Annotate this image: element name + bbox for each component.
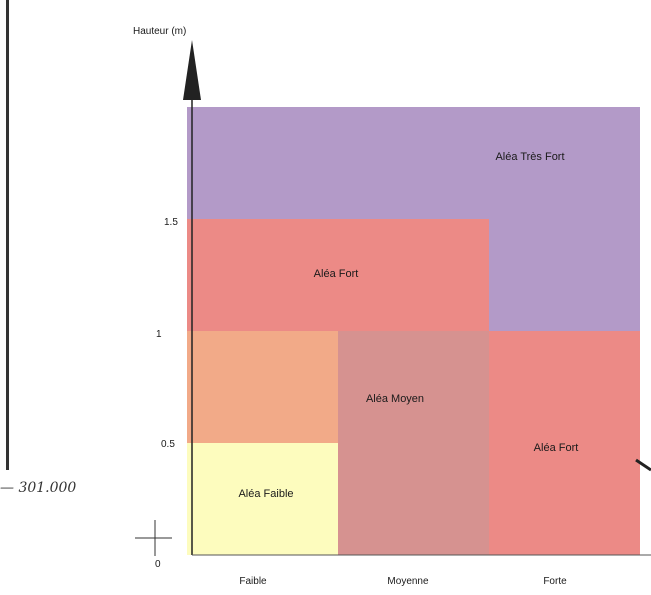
y-axis-arrow: [183, 40, 201, 100]
region-6: [187, 443, 338, 555]
y-tick-labels: 0 0.5 1 1.5: [155, 217, 178, 570]
side-annotation: — 301.000: [0, 480, 77, 496]
x-tick-0: Faible: [239, 576, 267, 587]
region-label-2: Aléa Fort: [314, 268, 359, 280]
region-1: [489, 219, 640, 331]
region-0: [187, 107, 640, 219]
y-tick-2: 1: [156, 329, 162, 340]
y-tick-3: 1.5: [164, 217, 178, 228]
region-label-5: Aléa Fort: [534, 442, 579, 454]
region-4: [338, 331, 489, 555]
y-axis-title: Hauteur (m): [133, 26, 186, 37]
region-3: [187, 331, 338, 443]
region-label-4: Aléa Moyen: [366, 393, 424, 405]
axes: [135, 40, 651, 556]
region-label-6: Aléa Faible: [238, 488, 293, 500]
x-tick-labels: Faible Moyenne Forte: [239, 576, 567, 587]
y-tick-0: 0: [155, 559, 161, 570]
edge-mark: [635, 458, 651, 472]
region-labels: Aléa Très Fort Aléa Fort Aléa Moyen Aléa Fo…: [238, 151, 578, 500]
region-5: [489, 331, 640, 555]
y-tick-1: 0.5: [161, 439, 175, 450]
region-label-0: Aléa Très Fort: [495, 151, 564, 163]
region-2: [187, 219, 489, 331]
hazard-regions: [187, 107, 640, 555]
x-tick-1: Moyenne: [387, 576, 429, 587]
left-border-line: [6, 0, 9, 470]
x-tick-2: Forte: [543, 576, 567, 587]
